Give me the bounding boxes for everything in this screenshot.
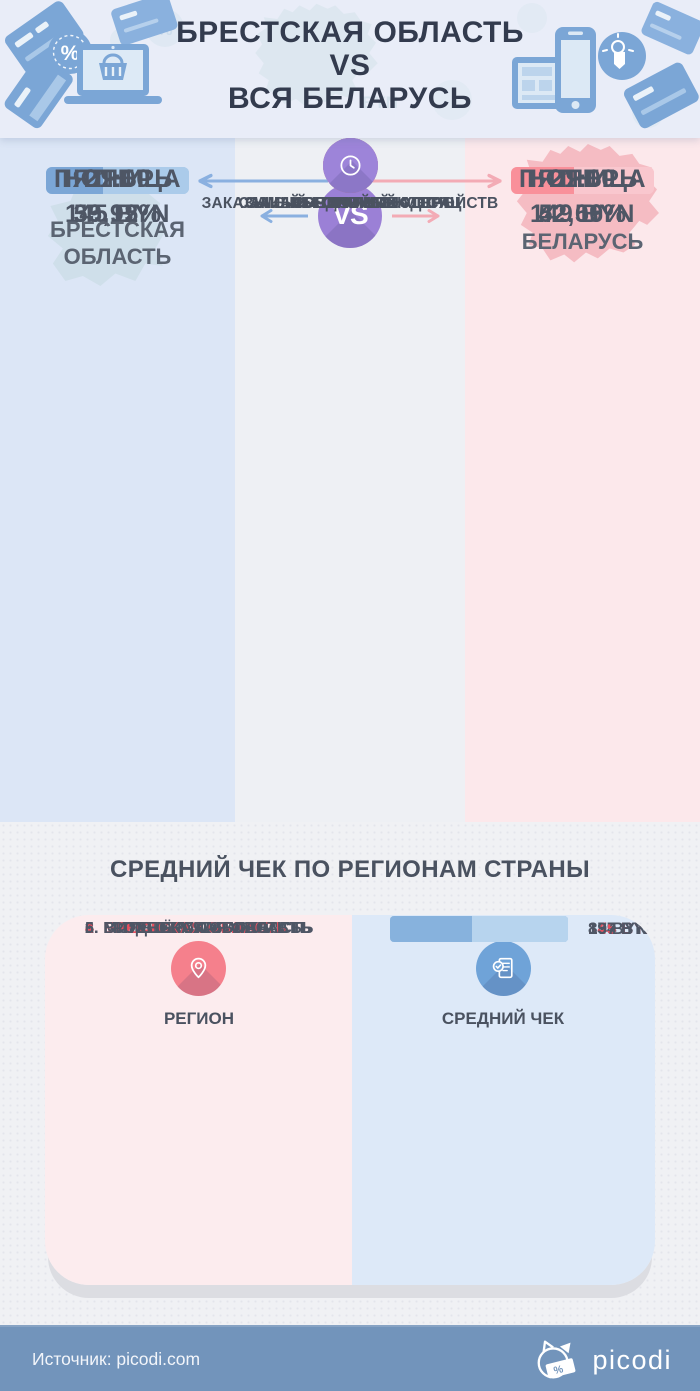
region-name: 2. МИНСКАЯ ОБЛАСТЬ: [85, 920, 270, 937]
credit-card-icon: [624, 62, 699, 129]
comparison-row-peak-hour: 21:00 21:00 ЧАС ПИК: [0, 138, 700, 225]
region-bar: [390, 916, 568, 942]
arrow-right-icon: [392, 209, 440, 223]
credit-card-icon: [641, 1, 700, 55]
belarus-value: 52,09%: [538, 200, 627, 228]
title-line-3: ВСЯ БЕЛАРУСЬ: [228, 82, 472, 115]
region-name: 6. ВИТЕБСКАЯ ОБЛАСТЬ: [85, 920, 289, 937]
brand-name: picodi: [592, 1344, 672, 1375]
row-label: САМЫЙ «ГОРЯЧИЙ» МЕСЯЦ: [238, 195, 462, 212]
vs-badge: VS: [318, 184, 382, 248]
picodi-logo: % picodi: [532, 1337, 672, 1383]
region-column-header: РЕГИОН: [163, 1009, 235, 1028]
region-value: 194 BYN: [588, 919, 655, 938]
brest-bar: [46, 167, 189, 194]
tap-hand-icon: [598, 32, 646, 80]
check-column-header: СРЕДНИЙ ЧЕК: [441, 1009, 565, 1028]
belarus-value: 21:00: [549, 165, 616, 193]
belarus-value: 42,56%: [538, 200, 627, 228]
byn-watermark: BYN: [362, 93, 398, 112]
center-column-background: [235, 138, 465, 822]
source-text: Источник: picodi.com: [32, 1349, 201, 1369]
region-value: 137 BYN: [588, 919, 655, 938]
row-label: ЗАКАЗЫ С КОМПЬЮТЕРА: [248, 195, 452, 212]
page-title: БРЕСТСКАЯ ОБЛАСТЬ VS ВСЯ БЕЛАРУСЬ: [0, 16, 700, 115]
comparison-row-hot-day: ПЯТНИЦА ПЯТНИЦА САМЫЙ «ГОРЯЧИЙ» ДЕНЬ: [0, 138, 700, 225]
location-pin-icon: [171, 941, 226, 996]
region-row: 6. ВИТЕБСКАЯ ОБЛАСТЬ 89 BYN: [45, 915, 655, 942]
svg-text:%: %: [61, 42, 80, 65]
vs-label: VS: [332, 199, 368, 230]
region-value: 89 BYN: [588, 919, 648, 938]
credit-card-icon: [4, 55, 73, 129]
arrow-right-icon: [372, 174, 502, 188]
region-name: 1. МОГИЛЁВСКАЯ ОБЛАСТЬ: [85, 920, 314, 937]
region-name: 3. ГОМЕЛЬСКАЯ ОБЛАСТЬ: [85, 920, 302, 937]
title-line-2: VS: [329, 49, 371, 82]
brest-value: ПЯТНИЦА: [53, 165, 182, 193]
brest-value: 55,12%: [73, 200, 162, 228]
region-value: 179 BYN: [588, 919, 655, 938]
brest-value: НОЯБРЬ: [62, 165, 173, 193]
belarus-bar: [511, 167, 654, 194]
region-value: 145 BYN: [588, 919, 655, 938]
regions-card: РЕГИОН СРЕДНИЙ ЧЕК 1. МОГИЛЁВСКАЯ ОБЛАСТ…: [45, 915, 655, 1285]
svg-text:%: %: [553, 1363, 566, 1377]
belarus-value: 149 BYN: [530, 200, 635, 228]
brest-value: 39,95%: [73, 200, 162, 228]
regions-section: СРЕДНИЙ ЧЕК ПО РЕГИОНАМ СТРАНЫ РЕГИОН СР…: [0, 822, 700, 1325]
arrow-left-icon: [198, 174, 328, 188]
region-name: 4. БРЕСТСКАЯ ОБЛАСТЬ: [85, 920, 288, 937]
right-column-title: БЕЛАРУСЬ: [521, 229, 644, 254]
header: BYN %: [0, 0, 700, 138]
belarus-value: НОЯБРЬ: [527, 165, 638, 193]
row-label: ЧАС ПИК: [314, 195, 386, 212]
brest-value: 145 BYN: [65, 200, 170, 228]
comparison-section: БРЕСТСКАЯ ОБЛАСТЬ БЕЛАРУСЬ VS 145 BYN 14…: [0, 138, 700, 822]
row-label: СРЕДНИЙ ЧЕК: [293, 195, 407, 212]
clock-icon: [323, 138, 378, 193]
left-column-title: БРЕСТСКАЯ ОБЛАСТЬ: [50, 217, 185, 269]
row-label: ЗАКАЗЫ С МОБИЛЬНЫХ УСТРОЙСТВ: [201, 195, 499, 212]
belarus-value: ПЯТНИЦА: [518, 165, 647, 193]
title-line-1: БРЕСТСКАЯ ОБЛАСТЬ: [176, 16, 524, 49]
row-label: САМЫЙ «ГОРЯЧИЙ» ДЕНЬ: [245, 195, 455, 212]
smartphone-deco-icon: [555, 27, 596, 113]
brest-value: 21:00: [84, 165, 151, 193]
regions-heading: СРЕДНИЙ ЧЕК ПО РЕГИОНАМ СТРАНЫ: [109, 856, 591, 883]
region-name: 5. ГРОДНЕНСКАЯ ОБЛАСТЬ: [85, 920, 312, 937]
arrow-left-icon: [260, 209, 308, 223]
receipt-icon: [476, 941, 531, 996]
picodi-cat-icon: %: [538, 1340, 576, 1379]
laptop-basket-icon: [64, 44, 162, 104]
region-value: 149 BYN: [588, 919, 655, 938]
credit-card-icon: [111, 0, 178, 46]
footer: Источник: picodi.com % picodi: [0, 1325, 700, 1391]
header-decorations: BYN %: [4, 0, 700, 129]
